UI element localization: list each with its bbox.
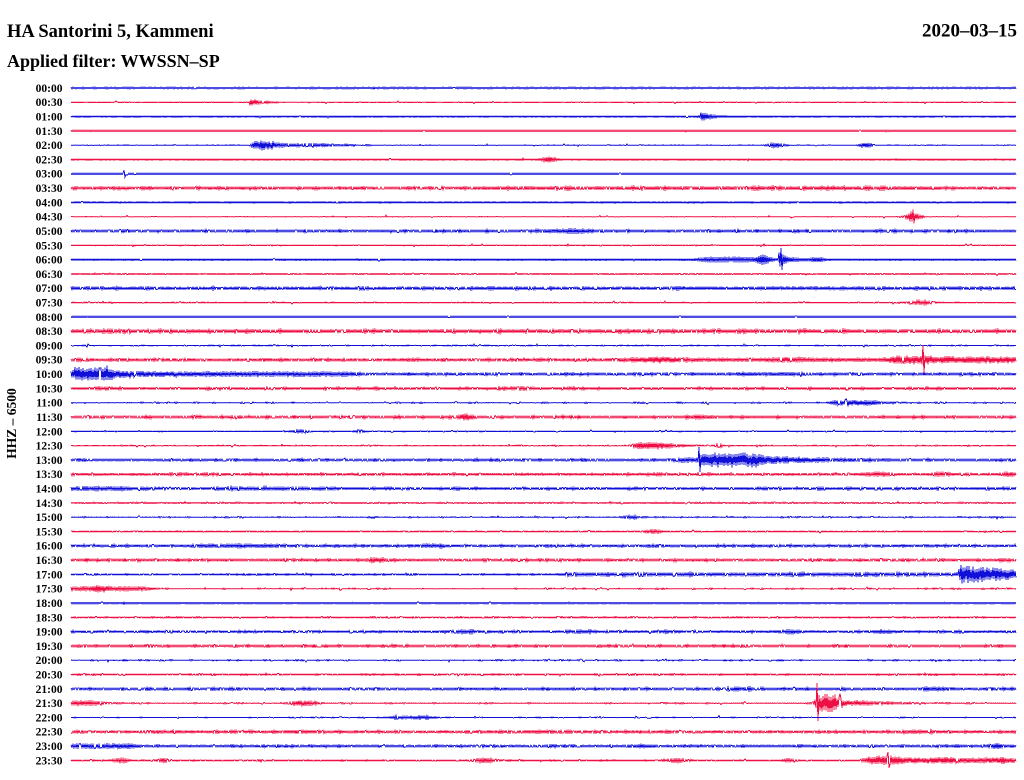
svg-text:11:30: 11:30: [36, 412, 62, 424]
svg-text:HHZ – 6500: HHZ – 6500: [4, 388, 19, 459]
svg-text:04:00: 04:00: [36, 197, 63, 209]
svg-text:05:00: 05:00: [36, 226, 63, 238]
svg-text:03:00: 03:00: [36, 169, 63, 181]
svg-text:07:00: 07:00: [36, 283, 63, 295]
svg-text:02:00: 02:00: [36, 140, 63, 152]
svg-text:05:30: 05:30: [36, 240, 63, 252]
svg-text:15:00: 15:00: [36, 512, 63, 524]
svg-text:01:30: 01:30: [36, 126, 63, 138]
svg-text:00:00: 00:00: [36, 83, 63, 95]
svg-text:23:30: 23:30: [36, 755, 63, 767]
svg-text:06:30: 06:30: [36, 269, 63, 281]
svg-text:07:30: 07:30: [36, 298, 63, 310]
svg-text:01:00: 01:00: [36, 112, 63, 124]
svg-text:13:30: 13:30: [36, 469, 63, 481]
svg-text:Applied filter: WWSSN–SP: Applied filter: WWSSN–SP: [7, 51, 220, 71]
svg-text:17:30: 17:30: [36, 584, 63, 596]
svg-text:16:30: 16:30: [36, 555, 63, 567]
svg-text:23:00: 23:00: [36, 741, 63, 753]
svg-text:08:30: 08:30: [36, 326, 63, 338]
svg-text:09:30: 09:30: [36, 355, 63, 367]
svg-text:03:30: 03:30: [36, 183, 63, 195]
svg-text:10:00: 10:00: [36, 369, 63, 381]
svg-text:20:00: 20:00: [36, 655, 63, 667]
svg-text:21:00: 21:00: [36, 684, 63, 696]
svg-text:14:00: 14:00: [36, 484, 63, 496]
svg-text:09:00: 09:00: [36, 340, 63, 352]
svg-text:12:00: 12:00: [36, 426, 63, 438]
svg-text:16:00: 16:00: [36, 541, 63, 553]
svg-text:2020–03–15: 2020–03–15: [922, 21, 1017, 42]
svg-text:HA Santorini 5, Kammeni: HA Santorini 5, Kammeni: [7, 22, 214, 42]
svg-text:04:30: 04:30: [36, 212, 63, 224]
svg-text:19:30: 19:30: [36, 641, 63, 653]
svg-text:13:00: 13:00: [36, 455, 63, 467]
svg-text:08:00: 08:00: [36, 312, 63, 324]
svg-text:19:00: 19:00: [36, 627, 63, 639]
svg-text:22:00: 22:00: [36, 712, 63, 724]
svg-text:22:30: 22:30: [36, 727, 63, 739]
svg-text:18:30: 18:30: [36, 612, 63, 624]
svg-text:15:30: 15:30: [36, 526, 63, 538]
svg-text:00:30: 00:30: [36, 97, 63, 109]
svg-text:12:30: 12:30: [36, 441, 63, 453]
svg-text:14:30: 14:30: [36, 498, 63, 510]
svg-text:10:30: 10:30: [36, 383, 63, 395]
svg-text:21:30: 21:30: [36, 698, 63, 710]
svg-text:18:00: 18:00: [36, 598, 63, 610]
svg-text:11:00: 11:00: [36, 398, 62, 410]
svg-text:02:30: 02:30: [36, 154, 63, 166]
svg-text:20:30: 20:30: [36, 670, 63, 682]
svg-text:17:00: 17:00: [36, 569, 63, 581]
svg-text:06:00: 06:00: [36, 255, 63, 267]
